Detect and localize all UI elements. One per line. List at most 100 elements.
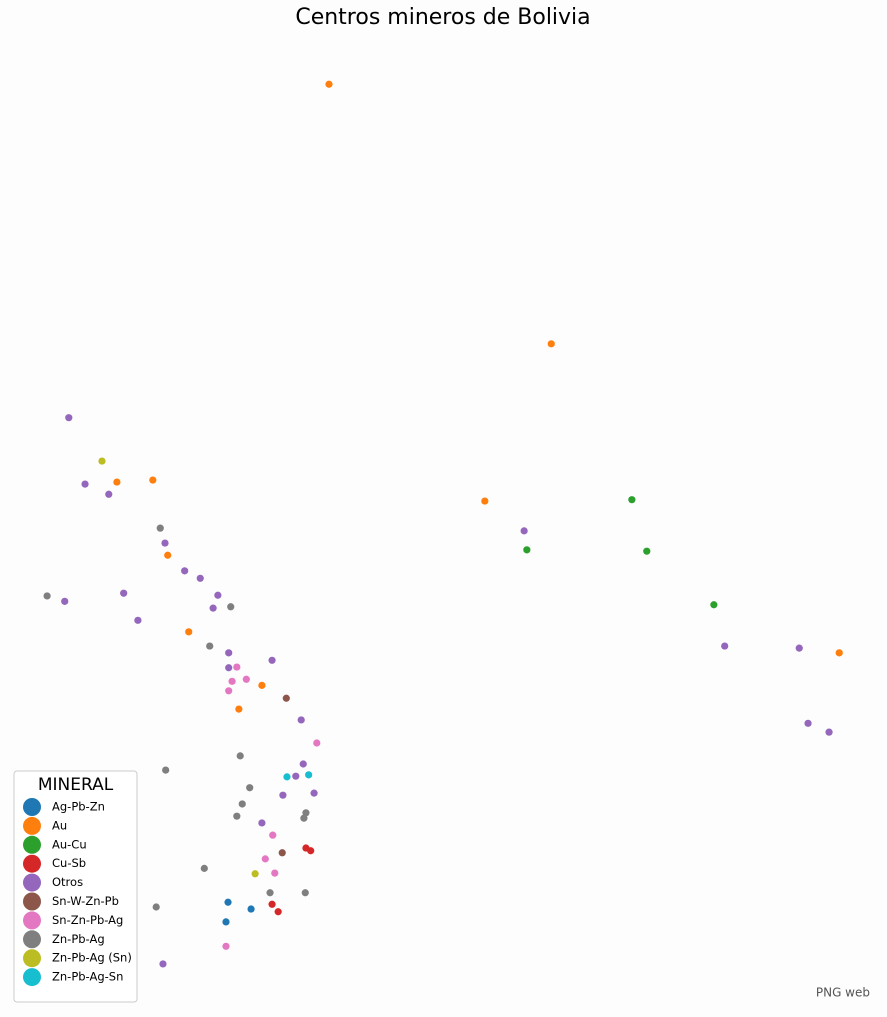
legend-label: Ag-Pb-Zn xyxy=(52,800,105,814)
mine-point xyxy=(120,589,128,597)
mine-point xyxy=(225,649,233,657)
legend-marker xyxy=(23,835,41,854)
mine-point xyxy=(721,642,729,650)
mine-point xyxy=(161,539,169,547)
mine-point xyxy=(310,789,318,797)
mine-point xyxy=(65,414,73,422)
mine-point xyxy=(206,642,214,650)
mine-point xyxy=(520,527,528,535)
mine-point xyxy=(149,476,157,484)
mine-point xyxy=(233,812,241,820)
legend-marker xyxy=(23,816,41,835)
legend-label: Sn-Zn-Pb-Ag xyxy=(52,913,123,927)
chart-title: Centros mineros de Bolivia xyxy=(295,5,590,30)
mine-point xyxy=(307,847,315,855)
mine-point xyxy=(227,603,235,611)
mine-point xyxy=(251,870,259,878)
legend-label: Zn-Pb-Ag (Sn) xyxy=(52,951,132,965)
mine-point xyxy=(282,694,290,702)
mine-point xyxy=(279,791,287,799)
mine-point xyxy=(224,898,232,906)
mine-point xyxy=(162,766,170,774)
legend-label: Zn-Pb-Ag xyxy=(52,932,105,946)
mine-point xyxy=(261,855,269,863)
mine-point xyxy=(222,918,230,926)
mine-point xyxy=(185,628,193,636)
mine-point xyxy=(61,597,69,605)
source-note: PNG web xyxy=(816,986,870,1000)
mine-point xyxy=(271,869,279,877)
mine-point xyxy=(835,649,843,657)
legend-label: Sn-W-Zn-Pb xyxy=(52,894,119,908)
mine-point xyxy=(98,457,106,465)
mine-point xyxy=(325,80,333,88)
mine-point xyxy=(209,604,217,612)
legend-marker xyxy=(23,949,41,968)
mine-point xyxy=(301,889,309,897)
mine-point xyxy=(305,771,313,779)
mine-point xyxy=(825,728,833,736)
mine-point xyxy=(228,677,236,685)
mine-point xyxy=(283,773,291,781)
mine-point xyxy=(233,663,241,671)
mine-point xyxy=(225,687,233,695)
mine-point xyxy=(152,903,160,911)
mine-point xyxy=(225,664,233,672)
mine-point xyxy=(105,490,113,498)
mine-point xyxy=(246,784,254,792)
mine-point xyxy=(200,864,208,872)
mine-point xyxy=(274,908,282,916)
legend-marker xyxy=(23,798,41,816)
legend-marker xyxy=(23,873,41,892)
legend: MINERAL Ag-Pb-Zn Au Au-Cu Cu-Sb Otros Sn-W-Zn-… xyxy=(13,770,138,1003)
mine-point xyxy=(710,601,718,609)
mine-point xyxy=(247,905,255,913)
mine-point xyxy=(266,889,274,897)
legend-label: Otros xyxy=(52,875,83,889)
legend-label: Cu-Sb xyxy=(52,856,86,870)
mine-point xyxy=(113,478,121,486)
mine-point xyxy=(43,592,51,600)
legend-box xyxy=(13,770,138,1003)
mine-point xyxy=(795,644,803,652)
legend-label: Zn-Pb-Ag-Sn xyxy=(52,970,123,984)
mine-point xyxy=(643,547,651,555)
mine-point xyxy=(299,760,307,768)
mine-point xyxy=(269,831,277,839)
mine-point xyxy=(181,567,189,575)
legend-marker xyxy=(23,911,41,930)
mine-point xyxy=(523,546,531,554)
mine-point xyxy=(81,480,89,488)
mine-point xyxy=(297,716,305,724)
mine-point xyxy=(164,551,172,559)
mine-point xyxy=(278,849,286,857)
mine-point xyxy=(804,719,812,727)
legend-marker xyxy=(23,854,41,873)
legend-label: Au-Cu xyxy=(52,837,87,851)
mine-point xyxy=(268,900,276,908)
mine-point xyxy=(156,524,164,532)
mine-point xyxy=(547,340,555,348)
mine-point xyxy=(238,800,246,808)
mine-point xyxy=(313,739,321,747)
legend-title: MINERAL xyxy=(38,775,114,795)
mine-point xyxy=(196,574,204,582)
mine-point xyxy=(268,656,276,664)
mine-point xyxy=(236,752,244,760)
mine-point xyxy=(235,705,243,713)
mine-point xyxy=(214,591,222,599)
legend-marker xyxy=(23,968,41,987)
mine-point xyxy=(481,497,489,505)
mine-point xyxy=(258,819,266,827)
mine-point xyxy=(300,814,308,822)
mine-point xyxy=(134,616,142,624)
mine-point xyxy=(159,960,167,968)
mine-point xyxy=(242,675,250,683)
legend-marker xyxy=(23,930,41,949)
legend-label: Au xyxy=(52,818,67,832)
mine-point xyxy=(292,772,300,780)
mine-point xyxy=(628,496,636,504)
mine-point xyxy=(258,681,266,689)
